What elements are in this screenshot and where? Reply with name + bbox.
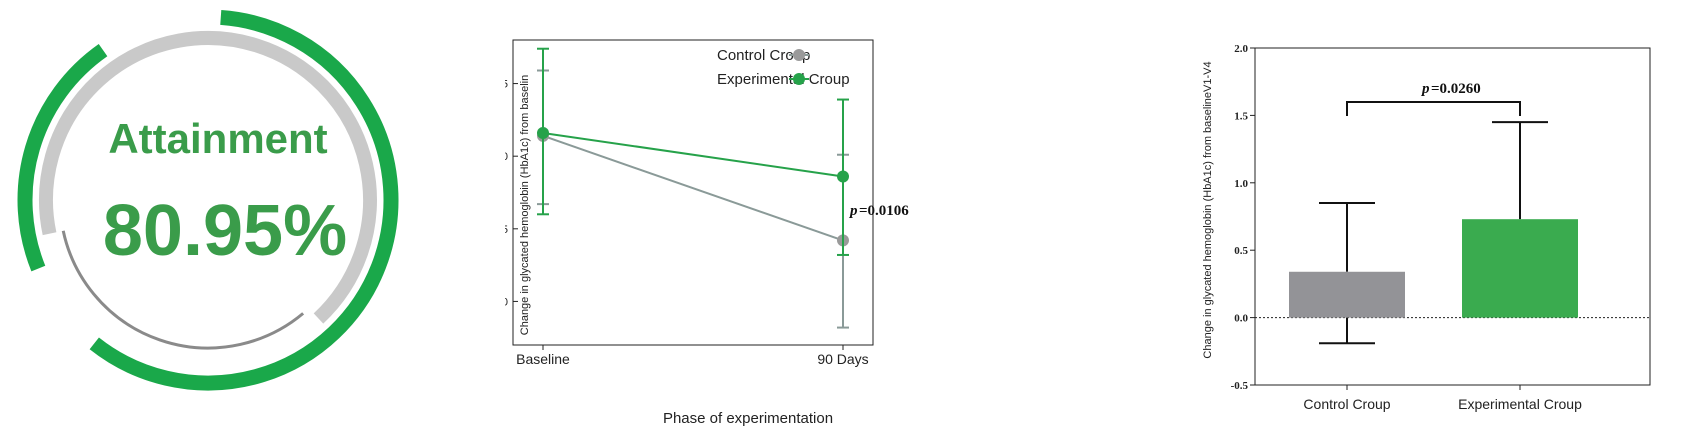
line-y-tick-label: 7.5 [505,79,508,91]
bar-y-axis-title: Change in glycated hemoglobin (HbA1c) fr… [1202,61,1214,358]
line-series-path [542,131,844,178]
bar-annotation-p-value: =0.0260 [1431,81,1481,97]
line-chart: Change in glycated hemoglobin (HbA1c) fr… [505,39,909,427]
line-x-axis-title: Phase of experimentation [663,410,833,427]
line-data-point [537,126,549,139]
attainment-gauge: Attainment 80.95% [17,9,399,391]
legend-marker [793,49,805,61]
line-plot-frame [512,39,874,346]
bar-rect [1289,271,1405,318]
gauge-outer-ring-left [17,43,108,272]
bar-y-tick-label: 0.5 [1234,245,1248,257]
line-y-tick-label: 7.0 [505,151,508,163]
line-annotation-p-italic: p [848,203,858,219]
bar-rect [1462,219,1578,318]
bar-plot-frame [1254,47,1651,386]
bar-y-tick-label: 1.0 [1234,178,1248,190]
line-y-tick-label: 6.0 [505,296,508,308]
line-data-point [837,170,849,183]
line-y-tick-label: 6.5 [505,224,508,236]
legend-label-experimental: Experimental Croup [717,71,850,88]
line-x-tick-label: Baseline [516,351,570,367]
line-annotation-p-value: =0.0106 [859,203,909,219]
gauge-inner-arc [61,230,305,350]
gauge-title: Attainment [108,115,327,162]
bar-y-axis-title-group: Change in glycated hemoglobin (HbA1c) fr… [1202,61,1214,358]
legend-marker [793,73,805,85]
line-x-tick-label: 90 Days [817,351,868,367]
bar-y-tick-label: 1.5 [1234,110,1248,122]
bar-y-tick-label: 2.0 [1234,43,1248,55]
gauge-value: 80.95% [103,191,347,271]
line-y-axis-title-group: Change in glycated hemoglobin (HbA1c) fr… [519,75,531,335]
bar-x-tick-label: Control Croup [1303,396,1390,412]
line-y-axis-title: Change in glycated hemoglobin (HbA1c) fr… [519,75,531,335]
bar-annotation-p-italic: p [1420,81,1430,97]
bar-chart: Change in glycated hemoglobin (HbA1c) fr… [1202,43,1651,412]
significance-bracket [1346,101,1521,116]
bar-y-tick-label: 0.0 [1234,313,1248,325]
legend-label-control: Control Croup [717,47,810,64]
bar-x-tick-label: Experimental Croup [1458,396,1582,412]
line-series-path [542,134,844,242]
bar-y-tick-label: -0.5 [1231,380,1249,392]
gauge-outer-ring-right [89,9,399,391]
gauge-track-arc [39,31,377,324]
